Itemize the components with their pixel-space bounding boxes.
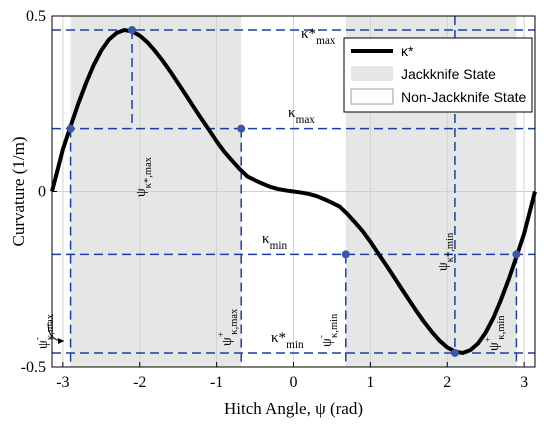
- annotation-sub: max: [296, 114, 316, 126]
- intersection-point-2: [128, 26, 137, 35]
- annotation-base: ψ: [487, 342, 502, 351]
- x-tick-label-2: -1: [210, 374, 223, 391]
- legend-label-nonjackknife: Non-Jackknife State: [401, 89, 526, 105]
- annotation-text: ψκ*,max: [134, 156, 154, 197]
- y-axis-label: Curvature (1/m): [9, 137, 28, 247]
- intersection-point-1: [66, 124, 75, 133]
- annotation-sub: κ*,max: [143, 156, 154, 188]
- y-tick-label-1: 0: [38, 184, 46, 201]
- intersection-point-6: [512, 250, 521, 259]
- annotation-text: κmax: [288, 105, 315, 126]
- x-axis-label: Hitch Angle, ψ (rad): [224, 399, 363, 418]
- intersection-point-5: [450, 348, 459, 357]
- annotation-base: ψ: [220, 337, 235, 346]
- annotation-sub: κ,max: [45, 313, 56, 340]
- annotation-sup: -: [316, 335, 327, 338]
- legend-nonjackknife-swatch: [350, 88, 394, 105]
- annotation-sub: min: [270, 240, 288, 252]
- annotation-sup: -: [32, 337, 43, 340]
- annotation-arrowhead: [58, 338, 64, 344]
- annotation-base: κ: [288, 105, 296, 121]
- annotation-base: ψ: [436, 262, 451, 271]
- annotation-base: κ*: [271, 330, 286, 346]
- annotation-sub: max: [316, 35, 336, 47]
- annotation-base: ψ: [36, 340, 51, 349]
- annotation-sup: +: [483, 336, 494, 342]
- annotation-sub: min: [286, 339, 304, 351]
- annotation-psi-plus-kappa-min: ψ+ κ,min: [483, 315, 507, 351]
- annotation-text: ψκ*,min: [436, 232, 456, 271]
- x-tick-label-0: -3: [56, 374, 69, 391]
- annotation-kappa-star-max: κ*max: [301, 26, 336, 47]
- annotation-base: ψ: [320, 338, 335, 347]
- intersection-point-3: [237, 124, 246, 133]
- annotation-sup: +: [216, 331, 227, 337]
- annotation-psi-plus-kappa-max: ψ+ κ,max: [216, 308, 240, 346]
- y-tick-label-2: 0.5: [26, 8, 46, 25]
- annotation-base: ψ: [134, 188, 149, 197]
- annotation-text: ψ-κ,max: [32, 313, 56, 349]
- axes: -3 -2 -1 0 1 2 3 -0.5 0 0.5: [21, 8, 536, 391]
- annotation-sub: κ,min: [329, 313, 340, 338]
- x-tick-label-4: 1: [366, 374, 374, 391]
- annotation-kappa-star-min: κ*min: [271, 330, 304, 351]
- intersection-point-4: [341, 250, 350, 259]
- annotation-text: ψ+ κ,min: [483, 315, 507, 351]
- annotation-psi-minus-kappa-min: ψ-κ,min: [316, 313, 340, 347]
- annotation-text: ψ+ κ,max: [216, 308, 240, 346]
- annotation-text: κmin: [262, 231, 287, 252]
- annotation-text: ψ-κ,min: [316, 313, 340, 347]
- annotation-psi-minus-kappa-max: ψ-κ,max: [32, 313, 56, 349]
- x-tick-label-5: 2: [443, 374, 451, 391]
- y-tick-label-0: -0.5: [21, 359, 46, 376]
- legend-label-jackknife: Jackknife State: [401, 66, 496, 82]
- annotation-text: κ*max: [301, 26, 336, 47]
- annotation-sub: κ,min: [496, 315, 507, 340]
- x-tick-label-6: 3: [520, 374, 528, 391]
- x-tick-label-1: -2: [133, 374, 146, 391]
- annotation-psi-kappa-star-min: ψκ*,min: [436, 232, 456, 271]
- annotation-kappa-min: κmin: [262, 231, 287, 252]
- annotation-sub: κ,max: [229, 308, 240, 335]
- annotation-sub: κ*,min: [445, 232, 456, 262]
- annotation-base: κ: [262, 231, 270, 247]
- annotation-text: κ*min: [271, 330, 304, 351]
- annotation-base: κ*: [301, 26, 316, 42]
- legend-jackknife-swatch: [351, 66, 393, 81]
- annotation-kappa-max: κmax: [288, 105, 315, 126]
- legend-label-curve: κ*: [401, 43, 414, 59]
- legend: κ* Jackknife State Non-Jackknife State: [343, 37, 533, 113]
- intersection-points: [66, 26, 521, 357]
- x-tick-label-3: 0: [290, 374, 298, 391]
- annotation-psi-kappa-star-max: ψκ*,max: [134, 156, 154, 197]
